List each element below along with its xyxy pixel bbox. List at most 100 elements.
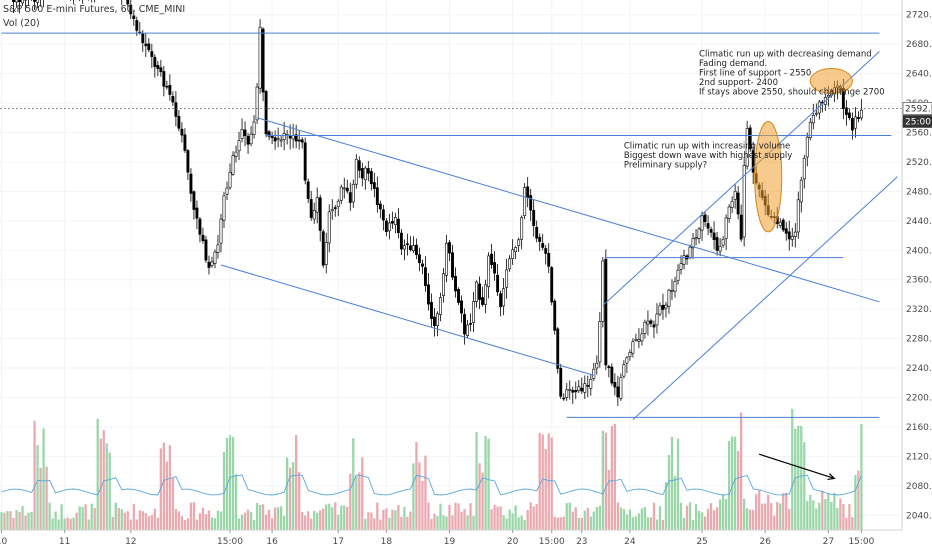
- volume-bar: [138, 510, 141, 530]
- candle-body: [427, 284, 430, 305]
- volume-bar: [730, 436, 734, 530]
- volume-bar: [553, 516, 556, 530]
- volume-bar: [352, 438, 355, 530]
- volume-bar: [325, 504, 328, 530]
- candle-body: [574, 389, 578, 393]
- volume-bar: [733, 436, 737, 530]
- price-tick-label: 2400.00: [906, 246, 932, 256]
- volume-bar: [851, 517, 854, 530]
- volume-arrow: [758, 453, 835, 480]
- volume-bar: [529, 502, 532, 530]
- volume-bar: [379, 519, 382, 530]
- volume-bar: [466, 515, 469, 530]
- volume-bar: [598, 505, 601, 530]
- candle-body: [682, 255, 686, 265]
- candle-body: [523, 187, 527, 216]
- candle-body: [646, 320, 650, 325]
- volume-bar: [418, 462, 421, 530]
- candle-body: [216, 244, 220, 253]
- volume-bar: [767, 494, 770, 530]
- volume-bar: [222, 451, 226, 530]
- volume-bar: [388, 517, 391, 530]
- candle-body: [153, 56, 157, 67]
- candle-body: [670, 289, 674, 292]
- volume-bar: [746, 508, 749, 530]
- volume-bar: [105, 443, 108, 530]
- volume-bar: [703, 516, 707, 530]
- volume-bar: [818, 502, 821, 530]
- candle-body: [499, 293, 503, 308]
- volume-bar: [460, 511, 463, 530]
- candle-body: [312, 209, 316, 220]
- candle-body: [36, 0, 40, 3]
- volume-bar: [736, 451, 740, 530]
- candle-body: [246, 135, 250, 145]
- price-tick-label: 2200.00: [906, 394, 932, 404]
- candle-body: [733, 190, 737, 200]
- candle-body: [204, 239, 208, 261]
- candle-body: [15, 0, 18, 3]
- candle-body: [655, 313, 659, 326]
- candle-body: [790, 236, 794, 240]
- candle-body: [625, 357, 629, 364]
- candle-body: [796, 199, 800, 233]
- candle-body: [724, 217, 728, 239]
- volume-bar: [382, 509, 385, 530]
- volume-bar: [610, 425, 613, 530]
- volume-bar: [391, 509, 394, 530]
- candle-body: [673, 281, 677, 292]
- candle-body: [463, 314, 466, 335]
- candle-body: [496, 274, 500, 293]
- candle-body: [661, 304, 665, 310]
- candle-body: [300, 139, 304, 143]
- volume-bar: [833, 492, 836, 530]
- volume-bar: [472, 515, 475, 530]
- candle-body: [201, 234, 205, 242]
- candle-body: [324, 242, 328, 265]
- price-tick-label: 2440.00: [906, 217, 932, 227]
- candle-body: [363, 167, 367, 181]
- candle-body: [478, 283, 482, 300]
- candle-body: [580, 387, 584, 392]
- volume-bar: [514, 505, 517, 530]
- candle-body: [207, 261, 211, 268]
- volume-bar: [331, 507, 334, 530]
- candle-body: [778, 221, 782, 226]
- candle-body: [303, 142, 307, 181]
- time-tick-label: 10: [0, 537, 8, 547]
- candle-body: [640, 333, 644, 342]
- volume-bar: [589, 516, 592, 530]
- volume-bar: [541, 434, 544, 530]
- candle-body: [565, 389, 569, 398]
- channel-trend-line: [256, 117, 880, 303]
- volume-bar: [755, 494, 758, 530]
- time-tick-label: 18: [381, 537, 393, 547]
- candle-body: [568, 388, 572, 391]
- candle-body: [514, 247, 518, 252]
- candle-body: [847, 112, 851, 119]
- volume-bar: [186, 518, 190, 530]
- candle-body: [601, 260, 605, 322]
- volume-bar: [48, 502, 51, 530]
- volume-bar: [439, 503, 442, 530]
- candlesticks: [4, 0, 863, 407]
- volume-bar: [758, 490, 761, 530]
- volume-bar: [667, 455, 671, 530]
- volume-bar: [824, 499, 827, 530]
- volume-bar: [237, 518, 241, 530]
- candle-body: [430, 302, 433, 319]
- annotation-text: If stays above 2550, should challenge 27…: [699, 88, 885, 98]
- candle-body: [652, 324, 656, 328]
- time-tick-label: 15:00: [848, 537, 874, 547]
- volume-bar: [511, 513, 514, 530]
- volume-bar: [740, 412, 743, 530]
- volume-bar: [183, 519, 187, 530]
- candle-body: [126, 0, 130, 5]
- volume-bar: [192, 502, 196, 530]
- candle-body: [748, 127, 752, 150]
- volume-bar: [66, 517, 69, 530]
- candle-body: [279, 139, 283, 142]
- candle-body: [739, 214, 743, 240]
- candle-body: [844, 107, 848, 115]
- candle-body: [273, 137, 277, 142]
